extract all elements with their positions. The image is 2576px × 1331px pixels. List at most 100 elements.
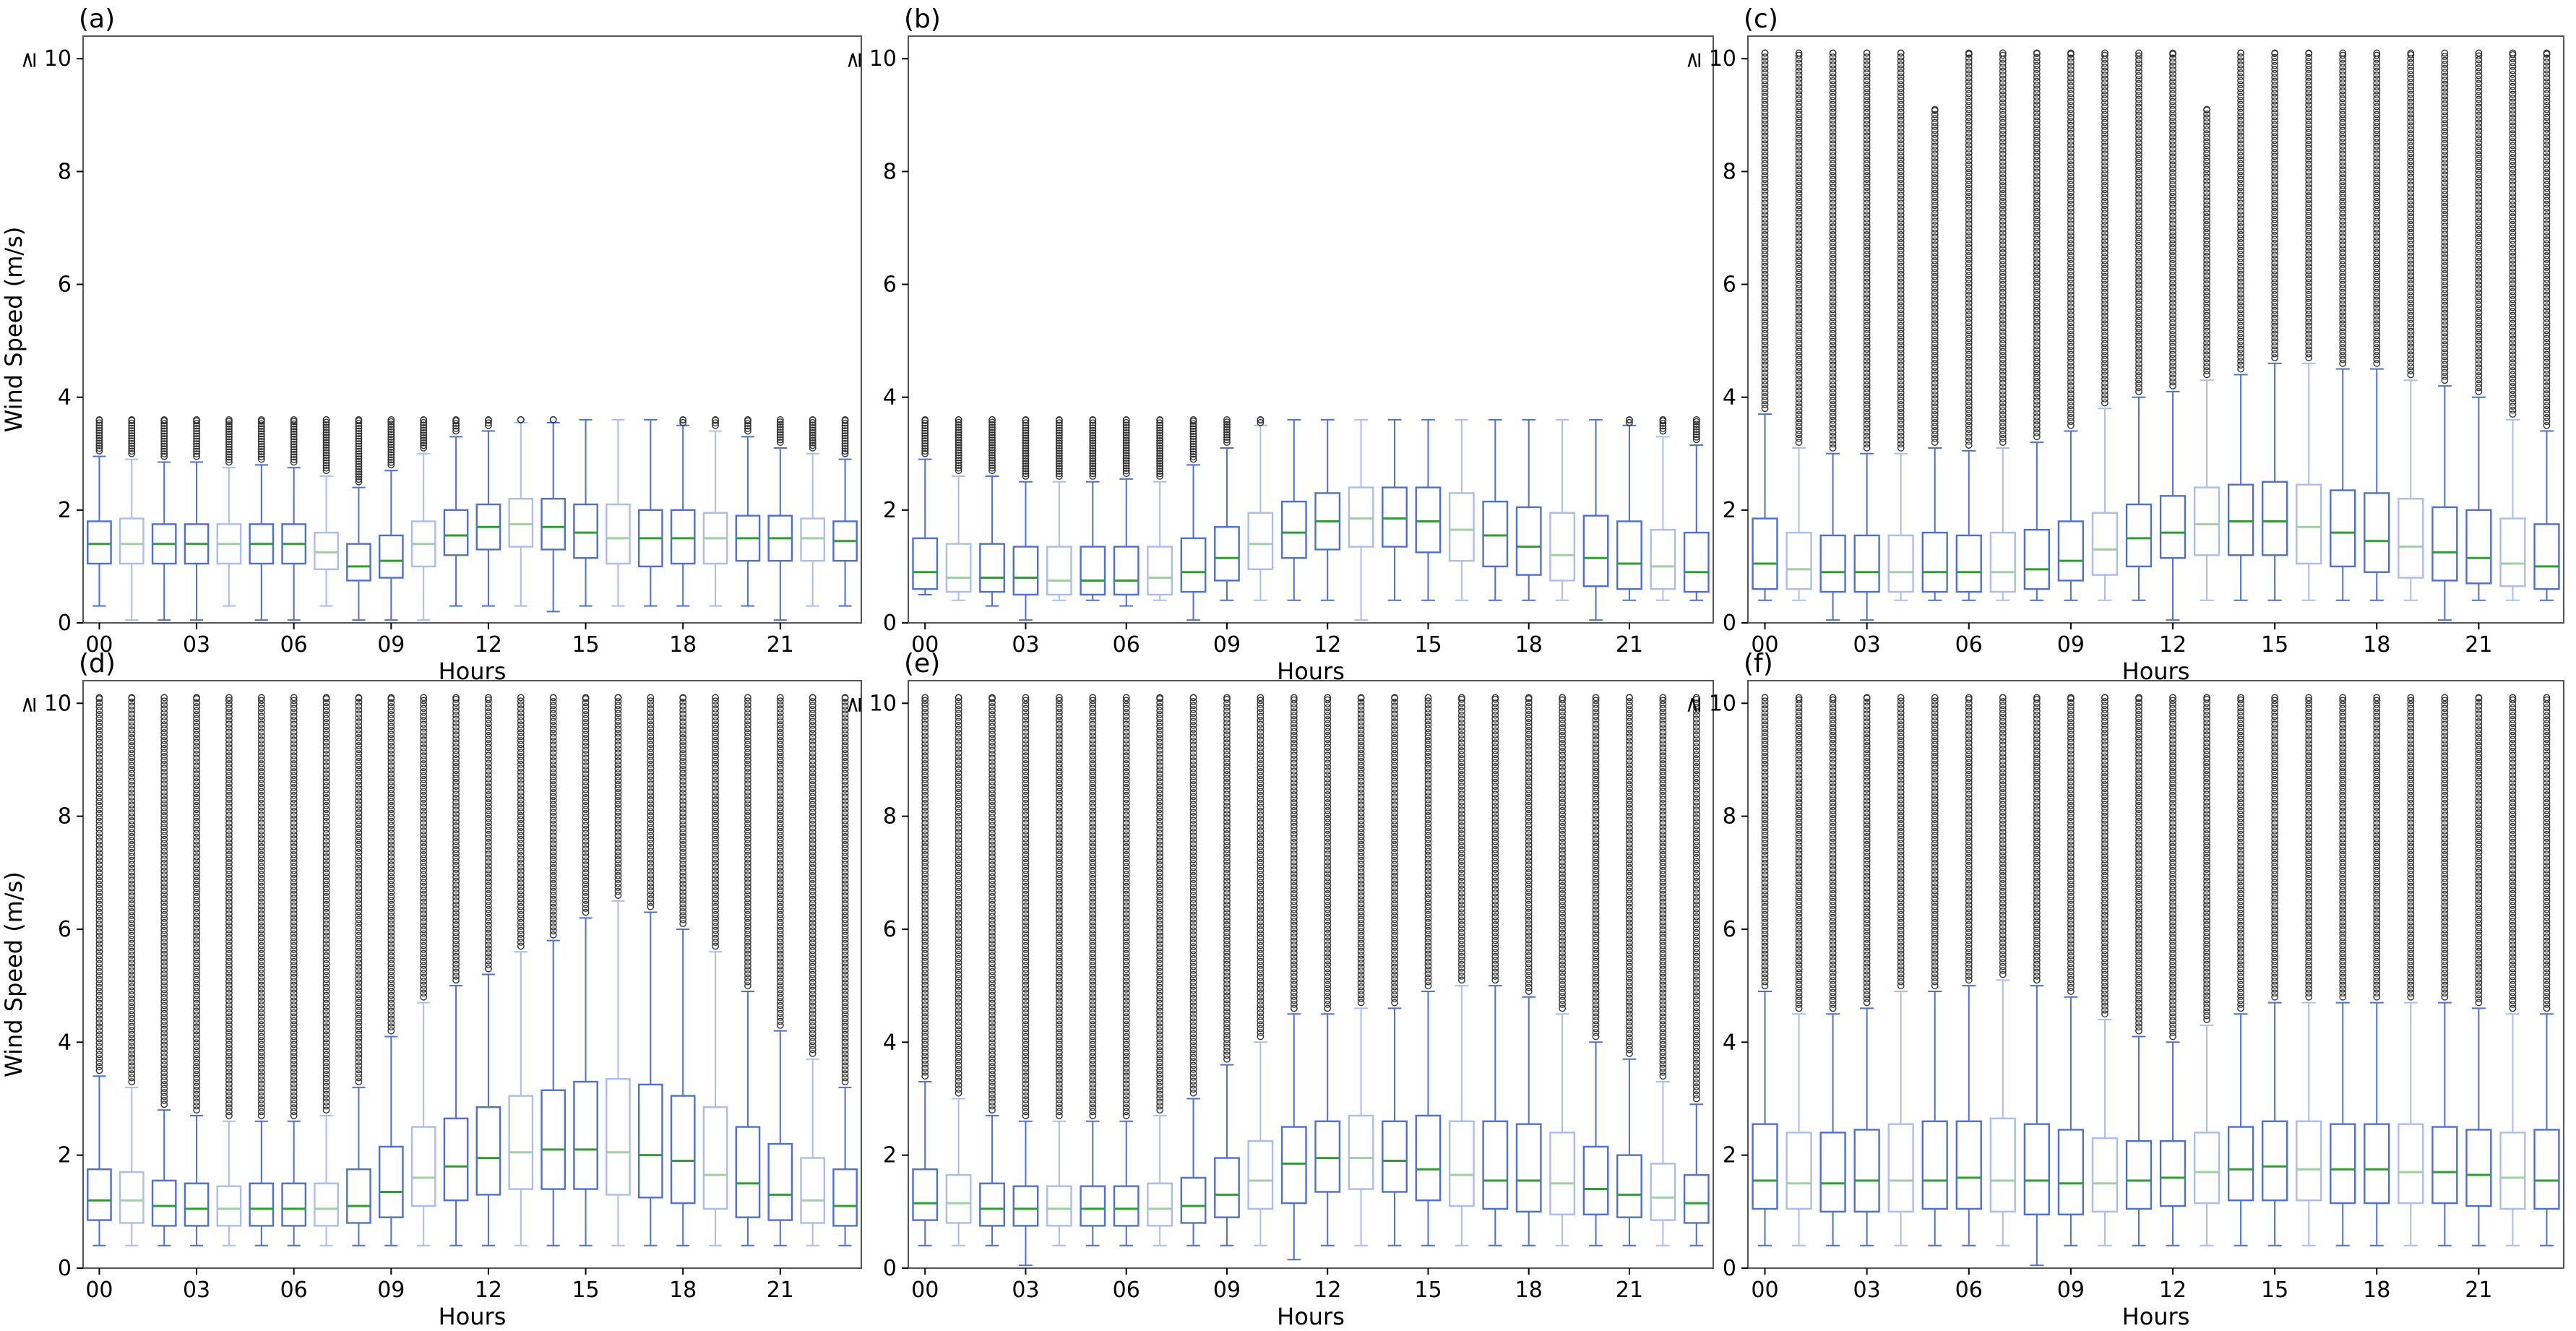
- outlier-point: [809, 436, 817, 444]
- iqr-box: [1080, 546, 1106, 596]
- outlier-point: [1761, 294, 1769, 302]
- outlier-point: [1897, 334, 1905, 341]
- outlier-point: [322, 431, 330, 439]
- outlier-point: [1761, 365, 1769, 373]
- outlier-point: [1863, 424, 1871, 432]
- outlier-point: [1863, 262, 1871, 270]
- outlier-point: [193, 435, 200, 442]
- outlier-point: [1829, 211, 1837, 219]
- box-hour-16: [1448, 418, 1475, 601]
- outlier-point: [1897, 251, 1905, 259]
- outlier-point: [1795, 170, 1803, 178]
- outlier-point: [1223, 421, 1231, 428]
- outlier-point: [1761, 345, 1769, 353]
- outlier-point: [1795, 304, 1803, 312]
- box-hour-22: [800, 416, 826, 607]
- outlier-point: [1863, 77, 1871, 85]
- outlier-point: [355, 452, 363, 460]
- outlier-point: [290, 456, 298, 463]
- outlier-point: [1156, 468, 1164, 475]
- outlier-point: [160, 430, 168, 437]
- iqr-box: [1448, 492, 1475, 562]
- outlier-point: [841, 424, 849, 432]
- outlier-point: [387, 433, 395, 441]
- outlier-point: [1795, 340, 1803, 348]
- outlier-point: [1089, 426, 1097, 434]
- outlier-point: [1863, 92, 1871, 100]
- outlier-point: [988, 464, 996, 472]
- outlier-point: [128, 429, 136, 437]
- outlier-point: [1897, 97, 1905, 104]
- outlier-point: [921, 419, 929, 427]
- outlier-point: [1897, 373, 1905, 381]
- outlier-point: [988, 421, 996, 428]
- outlier-point: [1897, 290, 1905, 298]
- outlier-point: [355, 440, 363, 448]
- outlier-point: [1829, 57, 1837, 65]
- outlier-point: [1829, 231, 1837, 238]
- outlier-point: [1897, 207, 1905, 215]
- outlier-point: [1761, 49, 1769, 57]
- box-hour-03: [1012, 416, 1039, 621]
- outlier-point: [1122, 431, 1130, 439]
- outlier-point: [322, 467, 330, 475]
- outlier-point: [1055, 452, 1063, 460]
- outlier-point: [1189, 438, 1197, 445]
- outlier-point: [1897, 270, 1905, 278]
- outlier-point: [1055, 424, 1063, 432]
- outlier-point: [1931, 410, 1939, 418]
- box-hour-12: [475, 416, 501, 607]
- iqr-box: [151, 1179, 177, 1227]
- outlier-point: [1829, 136, 1837, 144]
- outlier-point: [1761, 377, 1769, 384]
- outlier-point: [841, 419, 849, 427]
- outlier-point: [1897, 85, 1905, 92]
- outlier-point: [1122, 439, 1130, 447]
- outlier-point: [1829, 329, 1837, 337]
- outlier-point: [1122, 470, 1130, 477]
- iqr-box: [1012, 546, 1039, 596]
- outlier-point: [257, 450, 265, 458]
- outlier-point: [1829, 259, 1837, 266]
- outlier-point: [1761, 290, 1769, 298]
- outlier-point: [322, 464, 330, 472]
- outlier-point: [679, 416, 687, 423]
- outlier-point: [1761, 164, 1769, 171]
- outlier-point: [225, 446, 233, 453]
- outlier-point: [1257, 418, 1265, 426]
- outlier-point: [1863, 184, 1871, 191]
- outlier-point: [1863, 187, 1871, 195]
- iqr-box: [249, 1182, 275, 1227]
- outlier-point: [776, 434, 784, 441]
- outliers: [2509, 49, 2517, 418]
- outlier-point: [1761, 369, 1769, 377]
- outlier-point: [322, 428, 330, 436]
- outlier-point: [1223, 428, 1231, 436]
- outlier-point: [1761, 219, 1769, 227]
- outlier-point: [1897, 116, 1905, 124]
- outlier-point: [1122, 423, 1130, 431]
- outlier-point: [225, 440, 233, 448]
- outlier-point: [1863, 168, 1871, 176]
- outlier-point: [1761, 77, 1769, 85]
- outlier-point: [257, 430, 265, 438]
- outlier-point: [355, 432, 363, 440]
- y-tick-label: 4: [58, 1030, 72, 1055]
- outlier-point: [809, 421, 817, 429]
- outlier-point: [1761, 334, 1769, 341]
- outlier-point: [1897, 405, 1905, 413]
- outlier-point: [1189, 416, 1197, 423]
- outlier-point: [1829, 199, 1837, 207]
- iqr-box: [1180, 537, 1207, 593]
- outlier-point: [1863, 436, 1871, 444]
- outlier-point: [387, 446, 395, 454]
- outlier-point: [1156, 429, 1164, 437]
- x-tick-label: 21: [767, 632, 794, 658]
- outlier-point: [420, 439, 428, 447]
- outlier-point: [322, 452, 330, 460]
- outlier-point: [1897, 179, 1905, 187]
- outlier-point: [1795, 241, 1803, 249]
- outliers: [322, 416, 330, 475]
- outlier-point: [1089, 429, 1097, 437]
- box-hour-06: [281, 416, 307, 621]
